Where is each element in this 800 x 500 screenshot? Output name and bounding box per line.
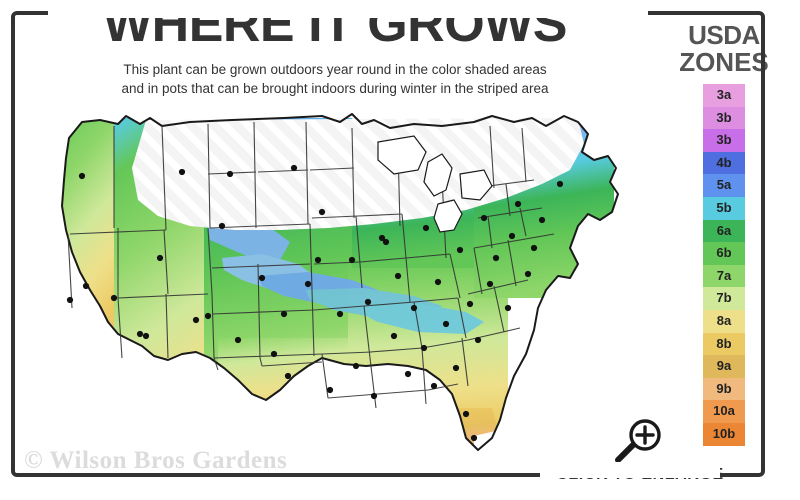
legend-swatch-3b: 3b xyxy=(703,106,745,130)
subtitle-line-1: This plant can be grown outdoors year ro… xyxy=(123,62,547,77)
legend-title: USDA ZONES xyxy=(668,22,780,76)
legend-swatch-7a: 7a xyxy=(703,264,745,288)
usda-zones-legend: USDA ZONES 3a 3b 3b 4b 5a 5b 6a 6b 7a 7b 8a 8b 9a 9b 1… xyxy=(668,22,780,446)
subtitle-line-2: and in pots that can be brought indoors … xyxy=(121,81,549,96)
legend-swatch-10a: 10a xyxy=(703,400,745,423)
map-city-markers xyxy=(66,164,564,442)
map-national-outline xyxy=(61,113,619,451)
watermark: © Wilson Bros Gardens xyxy=(24,447,288,474)
frame-gap-title xyxy=(48,4,648,18)
frame-gap-enlarge xyxy=(540,462,720,478)
legend-swatch-9b: 9b xyxy=(703,377,745,401)
map-striped-overlay xyxy=(132,118,584,230)
legend-swatch-10b: 10b xyxy=(703,422,745,446)
legend-swatch-5b: 5b xyxy=(703,196,745,220)
legend-swatch-4b: 4b xyxy=(703,151,745,175)
map-great-lakes xyxy=(377,135,493,233)
legend-swatch-5a: 5a xyxy=(703,174,745,197)
legend-swatch-8b: 8b xyxy=(703,332,745,356)
subtitle: This plant can be grown outdoors year ro… xyxy=(30,60,640,98)
map-state-borders xyxy=(67,121,555,409)
legend-swatch-8a: 8a xyxy=(703,309,745,333)
legend-title-line-1: USDA xyxy=(688,20,760,50)
legend-swatch-list: 3a 3b 3b 4b 5a 5b 6a 6b 7a 7b 8a 8b 9a 9b 10a 10b xyxy=(703,84,745,446)
legend-swatch-3a: 3a xyxy=(703,84,745,107)
legend-swatch-3b: 3b xyxy=(703,129,745,152)
magnifier-plus-icon[interactable] xyxy=(610,418,670,464)
usda-hardiness-zone-map[interactable] xyxy=(22,108,662,458)
legend-swatch-7b: 7b xyxy=(703,287,745,310)
legend-swatch-6a: 6a xyxy=(703,219,745,243)
legend-swatch-9a: 9a xyxy=(703,355,745,378)
legend-title-line-2: ZONES xyxy=(679,47,769,77)
legend-swatch-6b: 6b xyxy=(703,242,745,265)
